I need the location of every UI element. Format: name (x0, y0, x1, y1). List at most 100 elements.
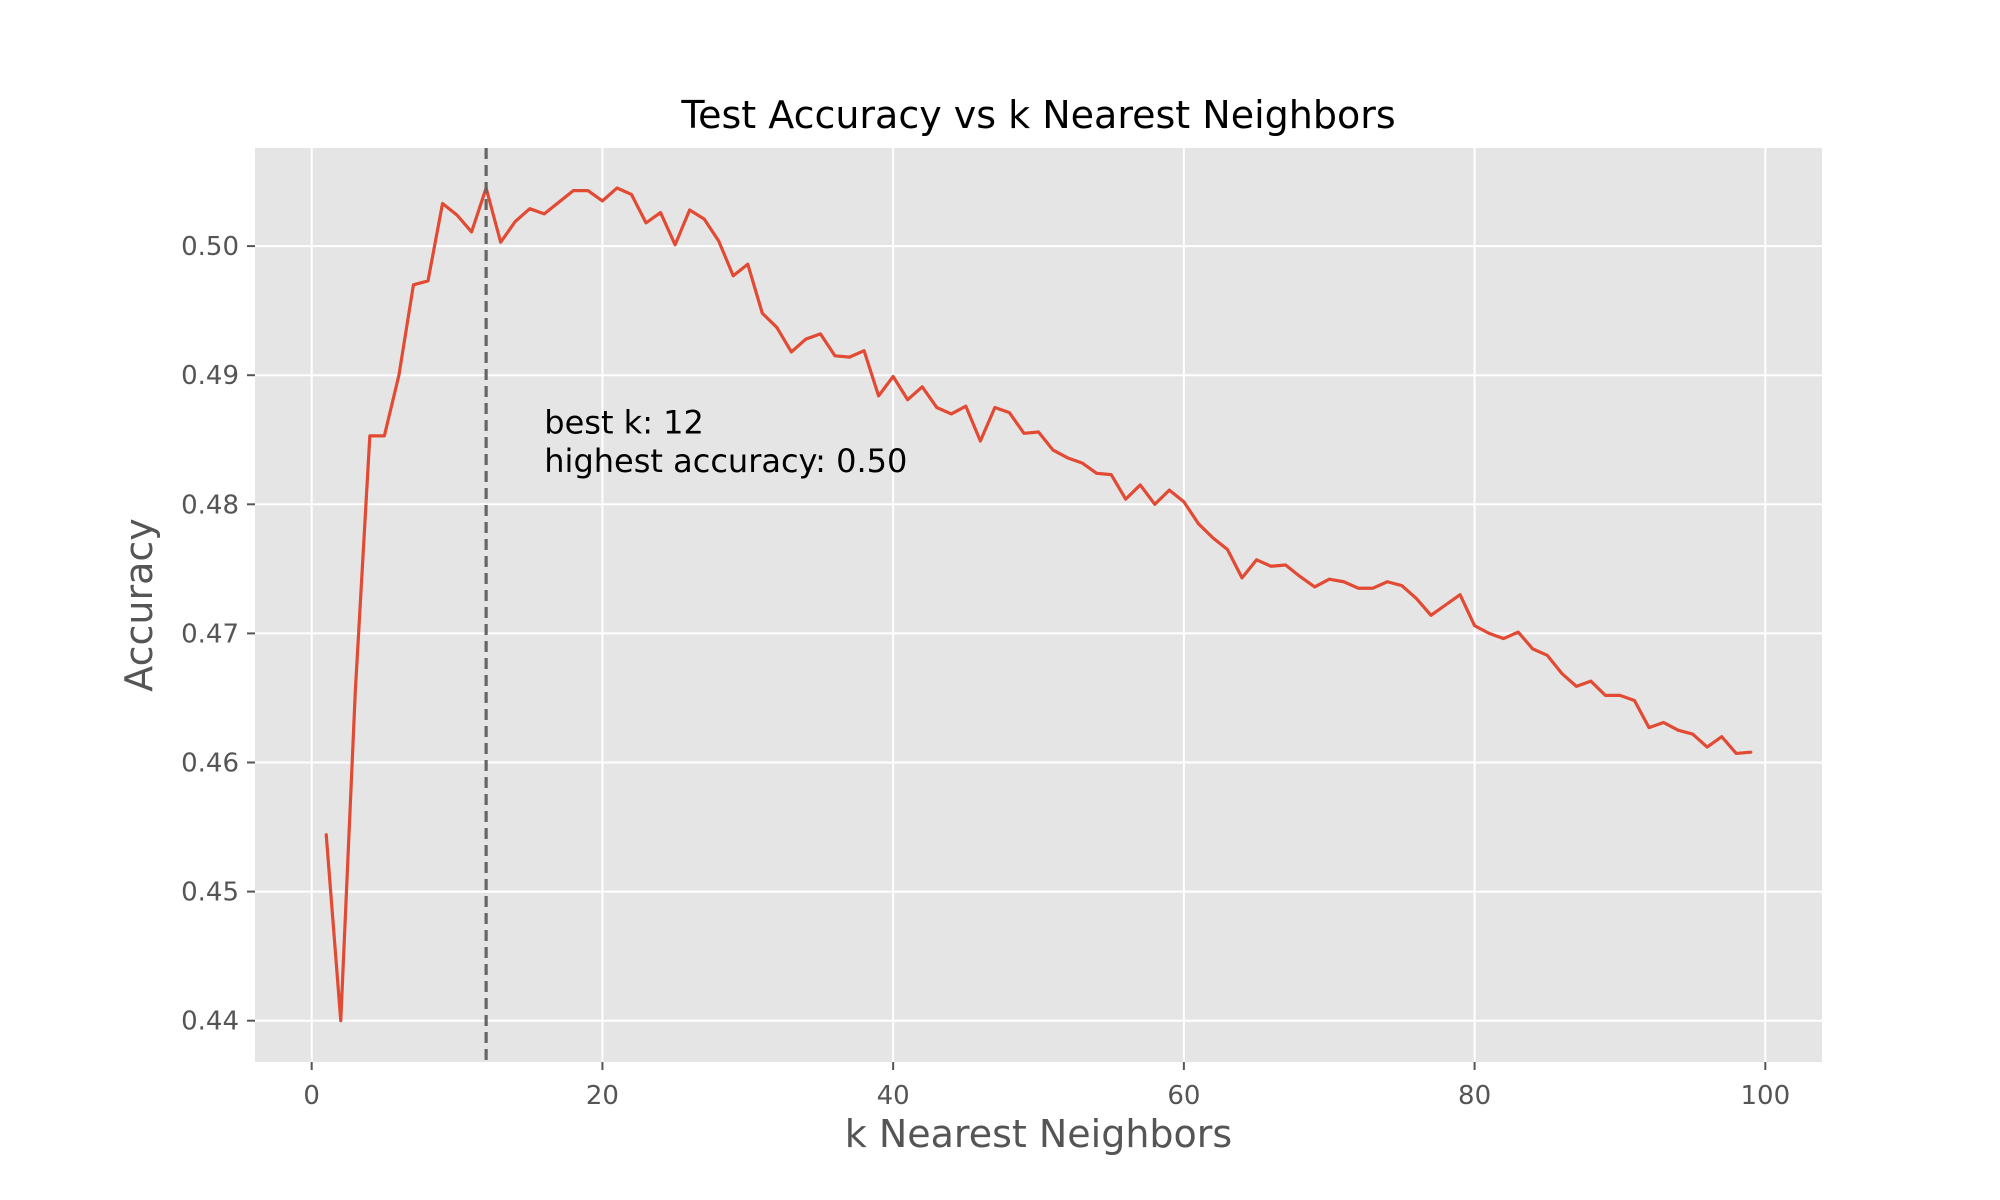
data-point (717, 239, 721, 243)
data-point (1240, 576, 1244, 580)
data-point (1022, 431, 1026, 435)
chart-title: Test Accuracy vs k Nearest Neighbors (680, 93, 1395, 137)
data-point (411, 283, 415, 287)
x-axis-label: k Nearest Neighbors (845, 1112, 1232, 1156)
data-point (993, 405, 997, 409)
data-point (1342, 580, 1346, 584)
data-point (688, 208, 692, 212)
data-point (935, 405, 939, 409)
data-point (964, 404, 968, 408)
data-point (615, 186, 619, 190)
data-point (1225, 547, 1229, 551)
data-point (1676, 728, 1680, 732)
data-point (324, 833, 328, 837)
data-point (1051, 448, 1055, 452)
data-point (1632, 699, 1636, 703)
data-point (499, 240, 503, 244)
data-point (1458, 593, 1462, 597)
data-point (1298, 575, 1302, 579)
data-point (1080, 461, 1084, 465)
y-tick-label: 0.50 (181, 232, 239, 262)
data-point (1313, 585, 1317, 589)
accuracy-series-line (324, 186, 1753, 1023)
data-point (1545, 653, 1549, 657)
data-point (760, 311, 764, 315)
data-point (1095, 471, 1099, 475)
data-point (353, 689, 357, 693)
data-point (513, 220, 517, 224)
data-point (1327, 577, 1331, 581)
data-point (1618, 693, 1622, 697)
data-point (586, 189, 590, 193)
axis-ticks: 0 20 40 60 80 100 0.44 0.45 0.46 0.47 0.48 0.49 0.50 (181, 232, 1790, 1111)
data-point (862, 349, 866, 353)
x-tick-label: 100 (1740, 1081, 1790, 1111)
data-point (1037, 430, 1041, 434)
data-point (891, 375, 895, 379)
data-point (789, 350, 793, 354)
data-point (877, 394, 881, 398)
data-point (382, 434, 386, 438)
data-point (848, 355, 852, 359)
data-point (1414, 597, 1418, 601)
annotation-text: best k: 12 (544, 403, 704, 441)
data-point (906, 398, 910, 402)
data-point (1167, 488, 1171, 492)
data-point (1531, 647, 1535, 651)
data-point (339, 1019, 343, 1023)
data-point (804, 337, 808, 341)
y-tick-label: 0.48 (181, 490, 239, 520)
data-point (1487, 631, 1491, 635)
y-tick-label: 0.45 (181, 878, 239, 908)
data-point (1691, 732, 1695, 736)
data-point (629, 192, 633, 196)
data-point (833, 354, 837, 358)
data-point (600, 199, 604, 203)
data-point (659, 211, 663, 215)
x-tick-label: 20 (586, 1081, 619, 1111)
data-point (1255, 558, 1259, 562)
data-point (368, 434, 372, 438)
data-point (920, 385, 924, 389)
data-point (1356, 586, 1360, 590)
y-axis-label: Accuracy (117, 518, 161, 692)
data-point (397, 373, 401, 377)
data-point (1211, 536, 1215, 540)
data-point (731, 274, 735, 278)
data-point (571, 189, 575, 193)
data-point (1589, 679, 1593, 683)
data-point (1705, 745, 1709, 749)
data-point (1516, 630, 1520, 634)
data-point (1574, 684, 1578, 688)
data-point (1662, 720, 1666, 724)
data-point (775, 325, 779, 329)
data-point (441, 202, 445, 206)
y-tick-label: 0.47 (181, 619, 239, 649)
data-point (1444, 603, 1448, 607)
data-point (746, 262, 750, 266)
data-point (1066, 456, 1070, 460)
data-point (455, 213, 459, 217)
data-point (1502, 637, 1506, 641)
data-point (978, 439, 982, 443)
data-point (557, 200, 561, 204)
data-point (1734, 751, 1738, 755)
data-point (1603, 693, 1607, 697)
data-point (1124, 497, 1128, 501)
data-point (1109, 473, 1113, 477)
x-tick-label: 60 (1167, 1081, 1200, 1111)
data-point (1400, 584, 1404, 588)
data-point (542, 212, 546, 216)
x-tick-label: 80 (1458, 1081, 1491, 1111)
series-layer (324, 186, 1753, 1023)
plot-area-background (255, 148, 1822, 1062)
data-point (1749, 750, 1753, 754)
data-point (1196, 522, 1200, 526)
data-point (1720, 735, 1724, 739)
y-tick-label: 0.44 (181, 1007, 239, 1037)
annotation-text: highest accuracy: 0.50 (544, 442, 907, 480)
data-point (1138, 483, 1142, 487)
data-point (1007, 411, 1011, 415)
x-tick-label: 0 (303, 1081, 320, 1111)
